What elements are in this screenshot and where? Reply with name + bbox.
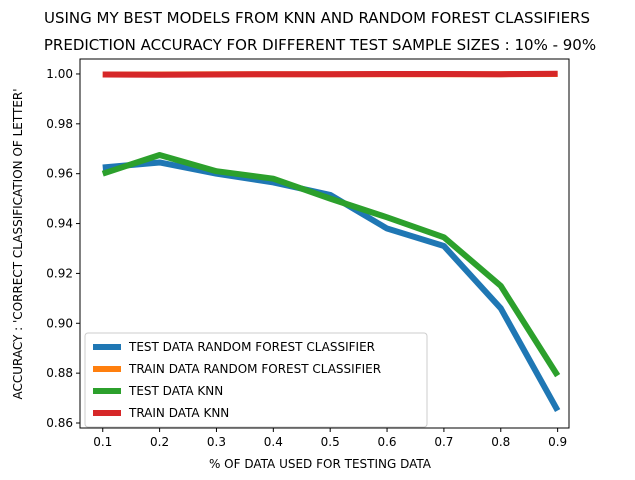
plot-lines: [101, 70, 561, 413]
x-tick-label: 0.2: [150, 435, 169, 449]
y-tick-label: 0.90: [46, 316, 73, 330]
y-tick-label: 0.88: [46, 366, 73, 380]
series-line-train-data-knn: [102, 70, 558, 78]
x-tick-label: 0.8: [491, 435, 510, 449]
y-tick-label: 0.94: [46, 217, 73, 231]
legend-label: TEST DATA RANDOM FOREST CLASSIFIER: [128, 340, 375, 354]
legend-label: TEST DATA KNN: [128, 384, 223, 398]
y-tick-label: 0.86: [46, 416, 73, 430]
y-tick-label: 0.92: [46, 266, 73, 280]
legend-label: TRAIN DATA RANDOM FOREST CLASSIFIER: [128, 362, 381, 376]
legend: TEST DATA RANDOM FOREST CLASSIFIER TRAIN …: [84, 332, 428, 428]
x-tick-label: 0.6: [377, 435, 396, 449]
x-tick-label: 0.5: [321, 435, 340, 449]
chart-subtitle: PREDICTION ACCURACY FOR DIFFERENT TEST S…: [44, 36, 596, 54]
plot-frame: [79, 58, 570, 429]
series-line-test-data-knn: [101, 151, 561, 378]
x-axis-label: % OF DATA USED FOR TESTING DATA: [209, 457, 432, 471]
x-tick-label: 0.1: [93, 435, 112, 449]
x-tick-label: 0.4: [264, 435, 283, 449]
x-tick-label: 0.7: [434, 435, 453, 449]
legend-box: [84, 332, 428, 428]
y-axis-label: ACCURACY : 'CORRECT CLASSIFICATION OF LE…: [11, 88, 25, 399]
x-tick-label: 0.9: [548, 435, 567, 449]
chart-title: USING MY BEST MODELS FROM KNN AND RANDOM…: [44, 9, 590, 27]
x-tick-label: 0.3: [207, 435, 226, 449]
y-tick-label: 0.98: [46, 117, 73, 131]
y-tick-label: 0.96: [46, 167, 73, 181]
y-axis: 0.86 0.88 0.90 0.92 0.94 0.96 0.98 1.00: [46, 67, 80, 430]
legend-label: TRAIN DATA KNN: [128, 406, 229, 420]
y-tick-label: 1.00: [46, 67, 73, 81]
series-line-test-data-random-forest-classifier: [102, 159, 561, 413]
x-axis: 0.1 0.2 0.3 0.4 0.5 0.6 0.7 0.8 0.9: [93, 428, 567, 449]
